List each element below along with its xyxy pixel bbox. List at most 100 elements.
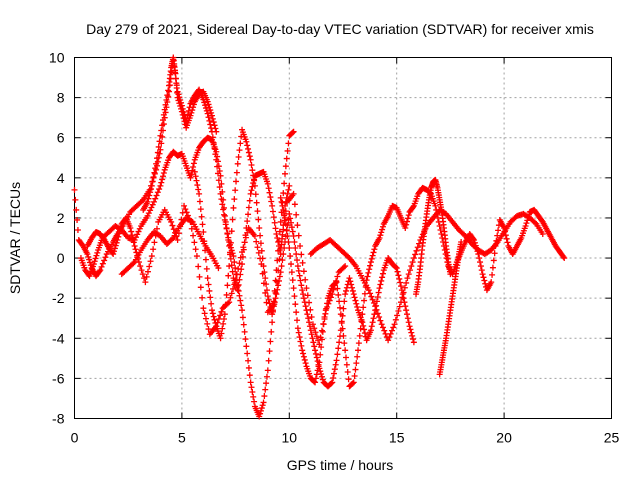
data-point [144, 198, 151, 205]
data-point [190, 101, 197, 108]
data-point [220, 320, 227, 327]
data-point [293, 251, 300, 258]
data-point [377, 232, 384, 239]
data-point [176, 100, 183, 107]
data-point [257, 410, 264, 417]
data-point [174, 94, 181, 101]
data-point [365, 287, 372, 294]
data-point [311, 378, 318, 385]
data-point [296, 272, 303, 279]
data-point [208, 300, 215, 307]
data-point [495, 227, 502, 234]
data-point [245, 204, 252, 211]
data-point [311, 343, 318, 350]
data-point [192, 173, 199, 180]
data-point [405, 271, 412, 278]
data-point [240, 321, 247, 328]
data-point [353, 360, 360, 367]
data-point [169, 236, 176, 243]
data-point [148, 182, 155, 189]
data-point [86, 259, 93, 266]
data-point [394, 268, 401, 275]
data-point [265, 357, 272, 364]
data-point [307, 327, 314, 334]
data-point [246, 372, 253, 379]
data-point [229, 216, 236, 223]
data-point [201, 310, 208, 317]
data-point [288, 219, 295, 226]
grid [74, 57, 612, 419]
data-point [436, 222, 443, 229]
data-point [290, 190, 297, 197]
data-point [266, 189, 273, 196]
data-point [438, 230, 445, 237]
data-point [269, 208, 276, 215]
data-point [386, 334, 393, 341]
data-point [155, 143, 162, 150]
data-point [382, 330, 389, 337]
data-point [300, 353, 307, 360]
data-point [71, 186, 78, 193]
data-point [181, 202, 188, 209]
data-point [227, 239, 234, 246]
data-point [404, 215, 411, 222]
data-point [355, 340, 362, 347]
data-point [218, 308, 225, 315]
data-point [199, 294, 206, 301]
data-point [329, 379, 336, 386]
data-point [215, 177, 222, 184]
data-point [287, 253, 294, 260]
data-point [403, 221, 410, 228]
data-point [130, 260, 137, 267]
data-point [117, 227, 124, 234]
data-point [410, 336, 417, 343]
data-point [270, 303, 277, 310]
data-point [404, 311, 411, 318]
data-point [401, 284, 408, 291]
data-point [223, 224, 230, 231]
data-point [291, 201, 298, 208]
data-point [292, 301, 299, 308]
data-point [301, 299, 308, 306]
data-point [330, 370, 337, 377]
data-point [318, 344, 325, 351]
data-point [360, 304, 367, 311]
data-point [278, 235, 285, 242]
y-tick-label: -6 [52, 370, 65, 386]
data-point [298, 342, 305, 349]
data-point [370, 315, 377, 322]
data-point [318, 373, 325, 380]
data-point [408, 263, 415, 270]
data-point [207, 107, 214, 114]
data-point [151, 239, 158, 246]
data-point [294, 222, 301, 229]
data-point [286, 245, 293, 252]
data-point [245, 145, 252, 152]
data-point [209, 310, 216, 317]
data-point [147, 207, 154, 214]
data-point [334, 273, 341, 280]
data-point [222, 301, 229, 308]
data-point [90, 261, 97, 268]
data-point [111, 248, 118, 255]
data-point [299, 259, 306, 266]
data-point [247, 156, 254, 163]
data-point [233, 271, 240, 278]
data-point [315, 363, 322, 370]
data-point [318, 327, 325, 334]
data-point [261, 269, 268, 276]
data-point [262, 386, 269, 393]
data-point [376, 285, 383, 292]
data-point [237, 254, 244, 261]
data-point [410, 204, 417, 211]
data-point [476, 255, 483, 262]
data-point [308, 331, 315, 338]
data-point [209, 115, 216, 122]
data-point [128, 228, 135, 235]
data-point [207, 121, 214, 128]
data-point [259, 402, 266, 409]
data-point [148, 204, 155, 211]
data-point [416, 240, 423, 247]
data-point [99, 260, 106, 267]
data-point [289, 129, 296, 136]
